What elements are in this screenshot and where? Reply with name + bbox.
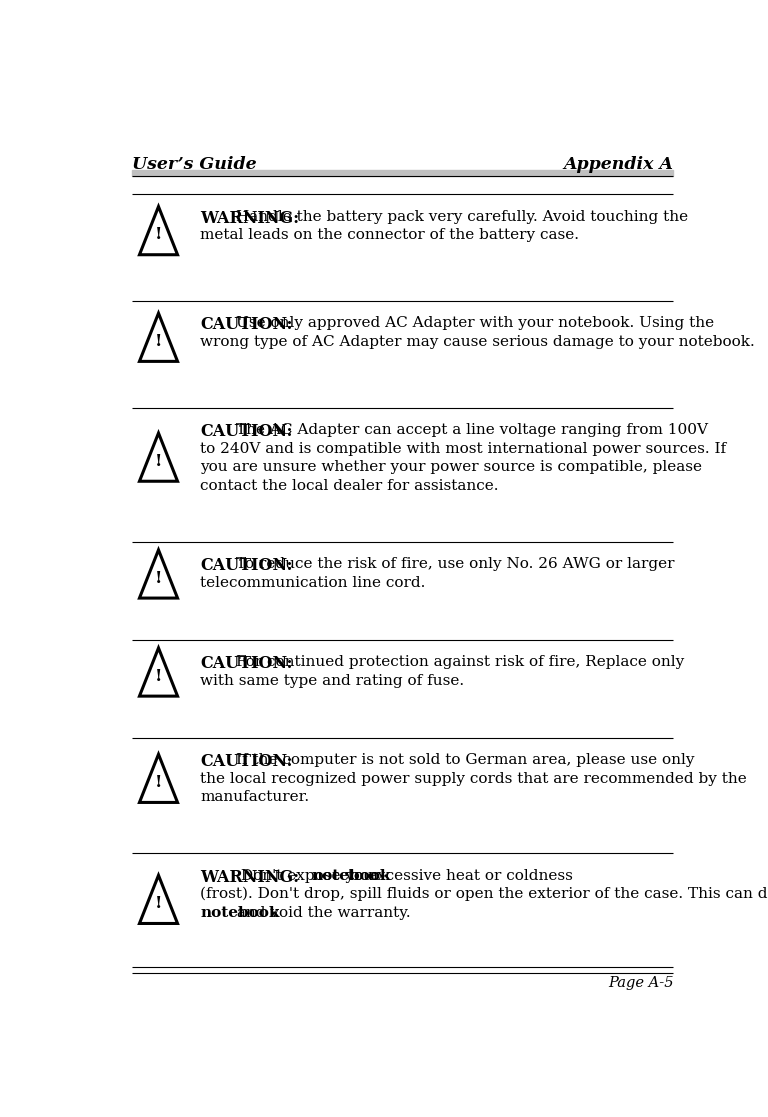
Text: to excessive heat or coldness: to excessive heat or coldness — [343, 869, 573, 882]
Polygon shape — [140, 648, 177, 696]
Text: CAUTION:: CAUTION: — [200, 423, 293, 440]
Text: to 240V and is compatible with most international power sources. If: to 240V and is compatible with most inte… — [200, 441, 727, 456]
Text: !: ! — [155, 570, 162, 586]
Text: WARNING:: WARNING: — [200, 210, 300, 227]
Text: (frost). Don't drop, spill fluids or open the exterior of the case. This can dam: (frost). Don't drop, spill fluids or ope… — [200, 887, 768, 901]
Text: For continued protection against risk of fire, Replace only: For continued protection against risk of… — [236, 656, 684, 669]
Text: CAUTION:: CAUTION: — [200, 656, 293, 672]
Text: and void the warranty.: and void the warranty. — [232, 906, 410, 919]
Text: !: ! — [155, 454, 162, 470]
Text: Use only approved AC Adapter with your notebook. Using the: Use only approved AC Adapter with your n… — [236, 316, 714, 331]
Text: !: ! — [155, 227, 162, 244]
Text: contact the local dealer for assistance.: contact the local dealer for assistance. — [200, 478, 498, 493]
Polygon shape — [140, 754, 177, 802]
Text: telecommunication line cord.: telecommunication line cord. — [200, 575, 425, 590]
Text: Appendix A: Appendix A — [564, 156, 674, 173]
Text: Handle the battery pack very carefully. Avoid touching the: Handle the battery pack very carefully. … — [236, 210, 688, 223]
Text: wrong type of AC Adapter may cause serious damage to your notebook.: wrong type of AC Adapter may cause serio… — [200, 335, 755, 349]
Polygon shape — [140, 313, 177, 362]
Bar — [132, 170, 674, 176]
Text: with same type and rating of fuse.: with same type and rating of fuse. — [200, 674, 465, 688]
Text: CAUTION:: CAUTION: — [200, 316, 293, 333]
Text: If the computer is not sold to German area, please use only: If the computer is not sold to German ar… — [236, 753, 694, 767]
Text: !: ! — [155, 774, 162, 791]
Text: CAUTION:: CAUTION: — [200, 753, 293, 771]
Text: you are unsure whether your power source is compatible, please: you are unsure whether your power source… — [200, 460, 702, 474]
Polygon shape — [140, 876, 177, 924]
Text: WARNING:: WARNING: — [200, 869, 300, 886]
Text: !: ! — [155, 895, 162, 913]
Text: To reduce the risk of fire, use only No. 26 AWG or larger: To reduce the risk of fire, use only No.… — [236, 557, 674, 571]
Text: the local recognized power supply cords that are recommended by the: the local recognized power supply cords … — [200, 772, 747, 785]
Polygon shape — [140, 207, 177, 255]
Text: CAUTION:: CAUTION: — [200, 557, 293, 574]
Text: !: ! — [155, 668, 162, 685]
Text: The AC Adapter can accept a line voltage ranging from 100V: The AC Adapter can accept a line voltage… — [236, 423, 708, 437]
Polygon shape — [140, 550, 177, 598]
Text: notebook: notebook — [200, 906, 280, 919]
Text: notebook: notebook — [311, 869, 391, 882]
Text: Don't expose your: Don't expose your — [236, 869, 386, 882]
Text: manufacturer.: manufacturer. — [200, 791, 310, 804]
Text: !: ! — [155, 333, 162, 350]
Polygon shape — [140, 433, 177, 481]
Text: metal leads on the connector of the battery case.: metal leads on the connector of the batt… — [200, 228, 579, 242]
Text: User’s Guide: User’s Guide — [132, 156, 257, 173]
Text: Page A-5: Page A-5 — [607, 976, 674, 990]
